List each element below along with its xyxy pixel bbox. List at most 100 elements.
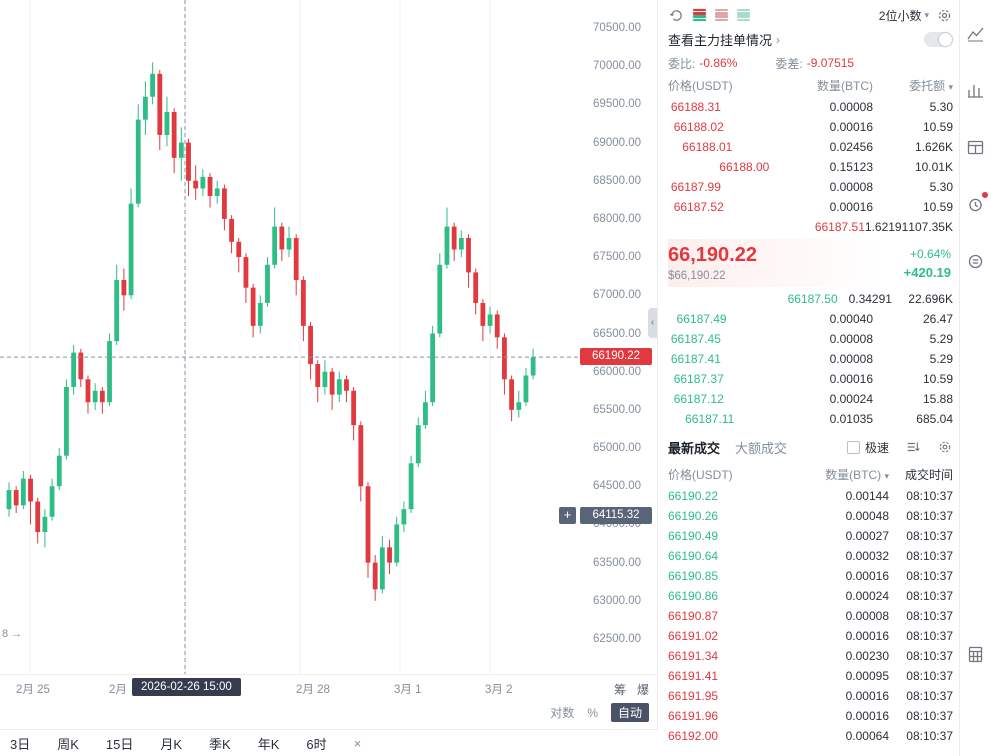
bid-row[interactable]: 66187.49 0.00040 26.47 <box>668 309 953 329</box>
order-total: 107.35K <box>908 220 953 234</box>
trade-time-column-header: 成交时间 <box>904 467 953 482</box>
trade-row[interactable]: 66192.00 0.00064 08:10:37 <box>668 726 953 746</box>
trade-row[interactable]: 66191.34 0.00230 08:10:37 <box>668 646 953 666</box>
orderbook-layout-both-icon[interactable] <box>692 8 707 22</box>
ask-row[interactable]: 66188.01 0.02456 1.626K <box>668 137 953 157</box>
order-price: 66187.99 <box>670 180 721 194</box>
calculator-icon[interactable] <box>966 645 985 664</box>
trade-price: 66190.22 <box>668 489 719 503</box>
timeframe-button[interactable]: 月K <box>160 736 183 752</box>
trade-amount: 0.00064 <box>845 729 889 743</box>
bid-row[interactable]: 66187.11 0.01035 685.04 <box>668 409 953 429</box>
percent-scale-button[interactable]: % <box>587 705 598 720</box>
order-price: 66187.37 <box>673 372 724 386</box>
trade-row[interactable]: 66190.22 0.00144 08:10:37 <box>668 486 953 506</box>
coin-icon[interactable] <box>966 252 985 271</box>
tab-large-trades[interactable]: 大额成交 <box>735 440 788 456</box>
trade-list-icon[interactable] <box>904 439 921 455</box>
orderbook-layout-bids-icon[interactable] <box>736 8 751 22</box>
bid-row[interactable]: 66187.41 0.00008 5.29 <box>668 349 953 369</box>
trade-row[interactable]: 66191.95 0.00016 08:10:37 <box>668 686 953 706</box>
order-price: 66187.45 <box>670 332 721 346</box>
timeframe-button[interactable]: 15日 <box>105 736 134 752</box>
trade-price: 66191.95 <box>668 689 719 703</box>
timeframe-button[interactable]: 周K <box>57 736 79 752</box>
trade-row[interactable]: 66191.02 0.00016 08:10:37 <box>668 626 953 646</box>
ratio-value: -0.86% <box>699 56 738 70</box>
add-order-button[interactable]: + <box>559 506 576 524</box>
indicator-volume-icon[interactable] <box>966 81 985 100</box>
price-axis-label: 67000.00 <box>593 289 641 302</box>
order-price: 66187.49 <box>676 312 727 326</box>
panel-layout-icon[interactable] <box>966 138 985 157</box>
trade-row[interactable]: 66191.41 0.00095 08:10:37 <box>668 666 953 686</box>
timeframe-button[interactable]: 3日 <box>10 736 31 752</box>
order-price: 66187.41 <box>670 352 721 366</box>
crosshair-time-tooltip: 2026-02-26 15:00 <box>132 678 241 696</box>
log-scale-button[interactable]: 对数 <box>550 706 575 720</box>
alarm-icon[interactable] <box>966 192 988 214</box>
gear-icon[interactable] <box>936 7 953 23</box>
orderbook-layout-asks-icon[interactable] <box>714 8 729 22</box>
major-orders-link[interactable]: 查看主力挂单情况 <box>668 33 773 48</box>
timeframe-button[interactable]: 年K <box>257 736 280 752</box>
ask-row[interactable]: 66188.02 0.00016 10.59 <box>668 117 953 137</box>
timeframe-bar: 3日 周K 15日 月K 季K 年K 6时 × <box>0 729 658 756</box>
trade-row[interactable]: 66190.86 0.00024 08:10:37 <box>668 586 953 606</box>
ask-row[interactable]: 66187.99 0.00008 5.30 <box>668 177 953 197</box>
timeframe-button[interactable]: 6时 <box>306 736 327 752</box>
order-amount: 0.00008 <box>829 332 873 346</box>
ask-row[interactable]: 66188.31 0.00008 5.30 <box>668 97 953 117</box>
trade-row[interactable]: 66190.85 0.00016 08:10:37 <box>668 566 953 586</box>
major-orders-toggle[interactable] <box>924 32 953 47</box>
order-amount: 0.00016 <box>829 372 873 386</box>
chips-indicator-button[interactable]: 筹 <box>613 683 626 697</box>
timeframe-button[interactable]: 季K <box>209 736 231 752</box>
order-amount: 0.15123 <box>829 160 873 174</box>
current-price-tag: 66190.22 <box>580 348 652 366</box>
bid-row[interactable]: 66187.37 0.00016 10.59 <box>668 369 953 389</box>
auto-scale-button[interactable]: 自动 <box>610 703 649 722</box>
order-price: 66188.01 <box>682 140 733 154</box>
trade-amount: 0.00144 <box>845 489 889 503</box>
ask-row[interactable]: 66188.00 0.15123 10.01K <box>668 157 953 177</box>
ask-row[interactable]: 66187.51 1.62191 107.35K <box>668 217 953 237</box>
timeframe-close-button[interactable]: × <box>353 735 362 751</box>
trade-price: 66190.26 <box>668 509 719 523</box>
fast-mode-checkbox[interactable] <box>846 440 860 454</box>
chart-canvas[interactable] <box>0 0 658 675</box>
trade-row[interactable]: 66191.96 0.00016 08:10:37 <box>668 706 953 726</box>
trade-amount: 0.00008 <box>845 609 889 623</box>
bid-row[interactable]: 66187.12 0.00024 15.88 <box>668 389 953 409</box>
ask-row[interactable]: 66187.52 0.00016 10.59 <box>668 197 953 217</box>
trade-row[interactable]: 66190.87 0.00008 08:10:37 <box>668 606 953 626</box>
history-icon[interactable] <box>668 7 685 23</box>
trade-price: 66190.86 <box>668 589 719 603</box>
bid-row[interactable]: 66187.50 0.34291 22.696K <box>668 289 953 309</box>
price-axis-label: 68500.00 <box>593 174 641 187</box>
total-column-header[interactable]: 委托额 ▾ <box>909 78 953 93</box>
trade-row[interactable]: 66190.64 0.00032 08:10:37 <box>668 546 953 566</box>
trade-price: 66191.41 <box>668 669 719 683</box>
order-price: 66188.02 <box>673 120 724 134</box>
time-axis-label: 3月 1 <box>394 684 422 696</box>
trade-row[interactable]: 66190.49 0.00027 08:10:37 <box>668 526 953 546</box>
order-amount: 0.00008 <box>829 352 873 366</box>
major-orders-row: 查看主力挂单情况 › <box>668 26 953 53</box>
change-percent: +0.64% <box>909 246 951 261</box>
price-axis-label: 63000.00 <box>593 594 641 607</box>
alert-price-tag[interactable]: 64115.32 <box>580 506 652 524</box>
trade-amount-column-header[interactable]: 数量(BTC) ▾ <box>825 467 889 482</box>
bid-row[interactable]: 66187.45 0.00008 5.29 <box>668 329 953 349</box>
tab-latest-trades[interactable]: 最新成交 <box>668 440 721 456</box>
trade-settings-icon[interactable] <box>936 439 953 455</box>
price-axis-label: 66500.00 <box>593 327 641 340</box>
order-total: 685.04 <box>916 412 953 426</box>
indicator-line-icon[interactable] <box>966 24 985 43</box>
order-amount: 0.02456 <box>829 140 873 154</box>
last-price-usd: $66,190.22 <box>668 270 726 282</box>
decimal-precision-select[interactable]: 2位小数 ▾ <box>878 8 929 23</box>
trade-row[interactable]: 66190.26 0.00048 08:10:37 <box>668 506 953 526</box>
panel-collapse-handle[interactable]: ‹ <box>648 308 657 338</box>
liquidation-indicator-button[interactable]: 爆 <box>636 683 649 697</box>
